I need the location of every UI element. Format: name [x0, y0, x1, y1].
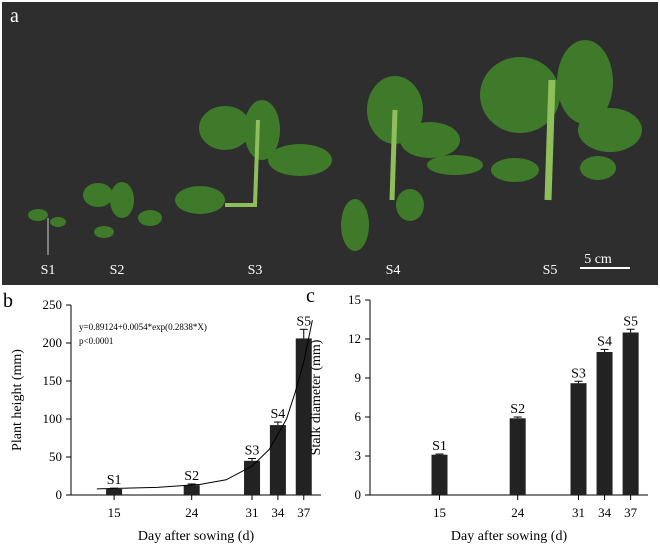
photo-panel: 5 cm a	[2, 2, 658, 285]
plant-label: S3	[248, 263, 263, 278]
annotation: p<0.0001	[79, 336, 113, 346]
y-tick-label: 12	[348, 331, 361, 346]
y-axis-label: Plant height (mm)	[10, 349, 25, 451]
x-tick-label: 37	[624, 505, 638, 520]
bar	[622, 332, 639, 495]
bar-label: S1	[432, 439, 447, 454]
bar-label: S4	[597, 334, 612, 349]
x-tick-label: 24	[511, 505, 525, 520]
bar-label: S2	[184, 469, 199, 484]
x-tick-label: 31	[246, 505, 259, 520]
x-tick-label: 24	[185, 505, 199, 520]
annotation: y=0.89124+0.0054*exp(0.2838*X)	[79, 322, 207, 332]
y-tick-label: 3	[355, 448, 362, 463]
scale-label: 5 cm	[584, 252, 612, 267]
plants	[28, 40, 642, 255]
panel-label: b	[3, 290, 13, 312]
y-tick-label: 0	[56, 487, 63, 502]
fit-curve	[96, 320, 313, 490]
bar	[183, 485, 200, 495]
bar-label: S3	[245, 444, 260, 459]
bar-label: S3	[571, 366, 586, 381]
bar-label: S5	[623, 314, 638, 329]
plant-label: S5	[543, 263, 558, 278]
plant-label: S2	[110, 263, 125, 278]
x-tick-label: 34	[271, 505, 285, 520]
bar	[570, 383, 587, 495]
y-tick-label: 100	[43, 411, 63, 426]
y-tick-label: 0	[355, 487, 362, 502]
y-tick-label: 200	[43, 335, 63, 350]
x-tick-label: 31	[572, 505, 585, 520]
x-tick-label: 15	[108, 505, 121, 520]
x-tick-label: 15	[433, 505, 446, 520]
bar	[244, 460, 261, 495]
x-axis-label: Day after sowing (d)	[451, 529, 568, 544]
y-tick-label: 9	[355, 370, 362, 385]
panel-label: a	[10, 5, 19, 27]
bar-label: S1	[107, 473, 122, 488]
bar-label: S5	[296, 314, 311, 329]
photo-background	[2, 2, 658, 285]
y-axis-label: Stalk diameter (mm)	[309, 339, 324, 455]
y-tick-label: 250	[43, 297, 63, 312]
x-tick-label: 34	[598, 505, 612, 520]
y-tick-label: 6	[355, 409, 362, 424]
x-tick-label: 37	[297, 505, 311, 520]
bar	[509, 418, 526, 495]
y-tick-label: 150	[43, 373, 63, 388]
y-tick-label: 50	[49, 449, 62, 464]
bar-label: S2	[510, 402, 525, 417]
x-axis-label: Day after sowing (d)	[138, 529, 255, 544]
bar	[106, 488, 123, 495]
plant-label: S1	[41, 263, 56, 278]
y-tick-label: 15	[348, 292, 361, 307]
bar-label: S4	[270, 407, 285, 422]
bar	[596, 352, 613, 495]
bar	[431, 454, 448, 495]
bar	[269, 425, 286, 495]
panel-label: c	[306, 285, 315, 307]
plant-label: S4	[386, 263, 401, 278]
